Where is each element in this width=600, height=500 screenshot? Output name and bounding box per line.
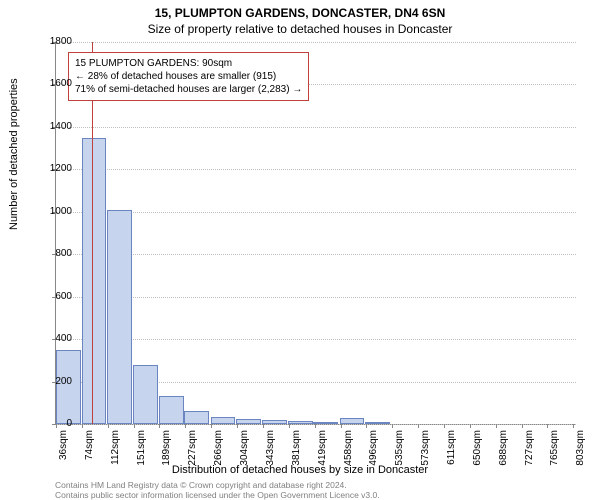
xtick-mark xyxy=(418,424,419,428)
annotation-line2: ← 28% of detached houses are smaller (91… xyxy=(75,70,302,83)
ytick-label: 600 xyxy=(32,291,72,302)
histogram-bar xyxy=(159,396,184,424)
histogram-bar xyxy=(236,419,261,424)
xtick-mark xyxy=(470,424,471,428)
chart-title-address: 15, PLUMPTON GARDENS, DONCASTER, DN4 6SN xyxy=(0,6,600,20)
gridline xyxy=(56,127,576,128)
histogram-bar xyxy=(107,210,132,424)
xtick-mark xyxy=(289,424,290,428)
xtick-label: 650sqm xyxy=(472,430,483,475)
gridline xyxy=(56,339,576,340)
annotation-line3: 71% of semi-detached houses are larger (… xyxy=(75,83,302,96)
xtick-mark xyxy=(159,424,160,428)
plot-area: 15 PLUMPTON GARDENS: 90sqm ← 28% of deta… xyxy=(55,42,576,425)
gridline xyxy=(56,297,576,298)
xtick-mark xyxy=(211,424,212,428)
ytick-label: 1200 xyxy=(32,163,72,174)
xtick-mark xyxy=(82,424,83,428)
xtick-label: 36sqm xyxy=(58,430,69,475)
xtick-label: 151sqm xyxy=(136,430,147,475)
histogram-bar xyxy=(340,418,365,424)
y-axis-label: Number of detached properties xyxy=(8,78,20,230)
xtick-mark xyxy=(134,424,135,428)
gridline xyxy=(56,212,576,213)
xtick-mark xyxy=(366,424,367,428)
xtick-label: 803sqm xyxy=(575,430,586,475)
xtick-label: 573sqm xyxy=(420,430,431,475)
histogram-bar xyxy=(211,417,236,424)
xtick-mark xyxy=(263,424,264,428)
gridline xyxy=(56,42,576,43)
xtick-mark xyxy=(573,424,574,428)
histogram-bar xyxy=(365,422,390,424)
histogram-bar xyxy=(313,422,338,424)
xtick-mark xyxy=(315,424,316,428)
xtick-mark xyxy=(185,424,186,428)
gridline xyxy=(56,254,576,255)
ytick-label: 1600 xyxy=(32,78,72,89)
annotation-line1: 15 PLUMPTON GARDENS: 90sqm xyxy=(75,57,302,70)
xtick-label: 227sqm xyxy=(187,430,198,475)
xtick-label: 112sqm xyxy=(110,430,121,475)
xtick-mark xyxy=(547,424,548,428)
histogram-bar xyxy=(262,420,287,424)
ytick-label: 1400 xyxy=(32,121,72,132)
xtick-label: 189sqm xyxy=(161,430,172,475)
xtick-mark xyxy=(237,424,238,428)
xtick-label: 727sqm xyxy=(524,430,535,475)
footer-copyright-2: Contains public sector information licen… xyxy=(55,490,380,500)
histogram-bar xyxy=(82,138,107,425)
xtick-label: 74sqm xyxy=(84,430,95,475)
ytick-label: 1000 xyxy=(32,206,72,217)
xtick-label: 535sqm xyxy=(394,430,405,475)
xtick-label: 688sqm xyxy=(498,430,509,475)
histogram-bar xyxy=(56,350,81,424)
histogram-bar xyxy=(184,411,209,424)
xtick-label: 611sqm xyxy=(446,430,457,475)
annotation-box: 15 PLUMPTON GARDENS: 90sqm ← 28% of deta… xyxy=(68,52,309,101)
ytick-label: 0 xyxy=(32,418,72,429)
histogram-bar xyxy=(288,421,313,424)
ytick-label: 1800 xyxy=(32,36,72,47)
xtick-label: 266sqm xyxy=(213,430,224,475)
xtick-label: 496sqm xyxy=(368,430,379,475)
ytick-label: 400 xyxy=(32,333,72,344)
xtick-mark xyxy=(108,424,109,428)
histogram-bar xyxy=(133,365,158,424)
ytick-label: 800 xyxy=(32,248,72,259)
xtick-mark xyxy=(496,424,497,428)
chart-subtitle: Size of property relative to detached ho… xyxy=(0,22,600,36)
chart-container: 15, PLUMPTON GARDENS, DONCASTER, DN4 6SN… xyxy=(0,0,600,500)
xtick-mark xyxy=(522,424,523,428)
xtick-mark xyxy=(444,424,445,428)
xtick-label: 381sqm xyxy=(291,430,302,475)
xtick-mark xyxy=(341,424,342,428)
gridline xyxy=(56,169,576,170)
xtick-label: 343sqm xyxy=(265,430,276,475)
ytick-label: 200 xyxy=(32,376,72,387)
xtick-label: 765sqm xyxy=(549,430,560,475)
xtick-mark xyxy=(392,424,393,428)
xtick-label: 458sqm xyxy=(343,430,354,475)
xtick-label: 304sqm xyxy=(239,430,250,475)
footer-copyright-1: Contains HM Land Registry data © Crown c… xyxy=(55,480,347,490)
xtick-label: 419sqm xyxy=(317,430,328,475)
